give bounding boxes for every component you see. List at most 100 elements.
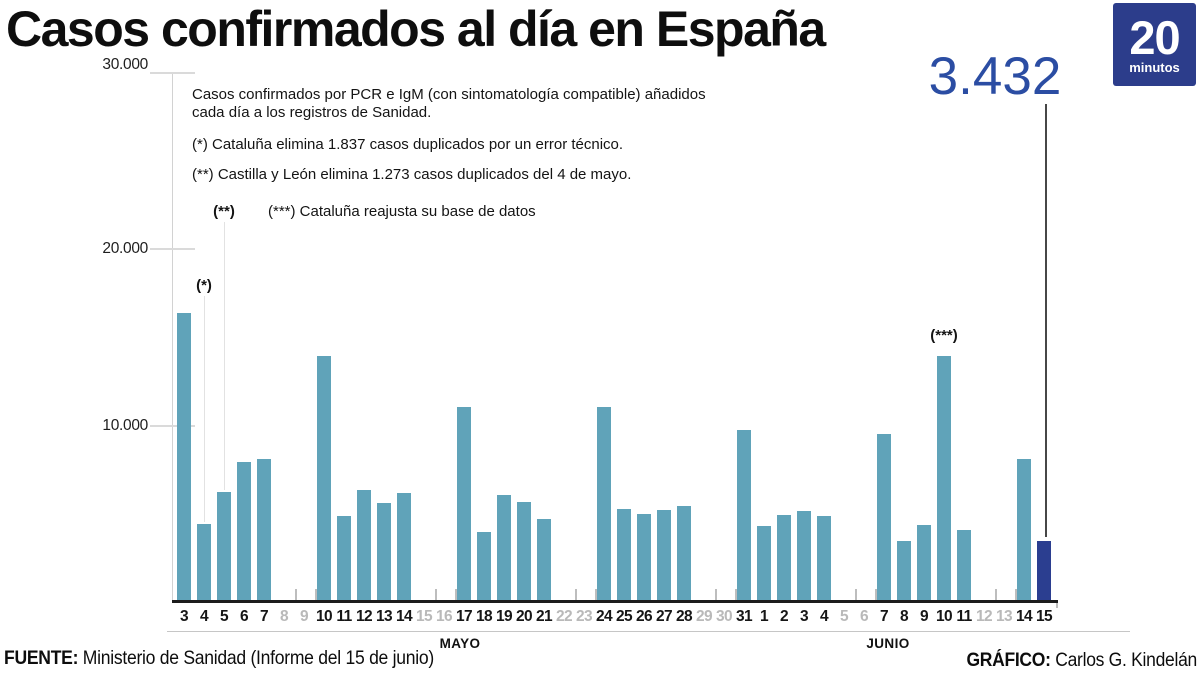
footer-source-text: Ministerio de Sanidad (Informe del 15 de… xyxy=(78,647,434,669)
x-label-mayo-6: 6 xyxy=(239,608,249,625)
bar-mayo-18 xyxy=(477,532,491,602)
axis-day-tick xyxy=(595,589,597,601)
bar-mayo-3 xyxy=(177,313,191,602)
footer-credit-label: GRÁFICO: xyxy=(966,650,1051,671)
x-label-mayo-8: 8 xyxy=(279,608,289,625)
x-label-mayo-12: 12 xyxy=(355,608,373,625)
x-label-mayo-13: 13 xyxy=(375,608,393,625)
bar-junio-1 xyxy=(757,526,771,602)
x-label-mayo-28: 28 xyxy=(675,608,693,625)
x-label-junio-9: 9 xyxy=(919,608,929,625)
axis-day-tick xyxy=(295,589,297,601)
x-label-junio-13: 13 xyxy=(995,608,1013,625)
y-tick-10000 xyxy=(150,425,195,427)
axis-day-tick xyxy=(455,589,457,601)
footnote-3: (***) Cataluña reajusta su base de datos xyxy=(268,203,536,220)
footnote-1: (*) Cataluña elimina 1.837 casos duplica… xyxy=(192,136,624,153)
bar-mayo-28 xyxy=(677,506,691,602)
bar-mayo-12 xyxy=(357,490,371,602)
bar-mayo-17 xyxy=(457,407,471,602)
brand-logo-20minutos: 20 minutos xyxy=(1113,3,1196,86)
x-label-mayo-20: 20 xyxy=(515,608,533,625)
x-label-mayo-4: 4 xyxy=(199,608,209,625)
axis-day-tick xyxy=(995,589,997,601)
footer-credit: GRÁFICO: Carlos G. Kindelán xyxy=(924,650,1197,672)
bar-mayo-27 xyxy=(657,510,671,602)
x-label-mayo-11: 11 xyxy=(336,608,352,625)
latest-value-callout: 3.432 xyxy=(928,47,1062,106)
axis-day-tick xyxy=(715,589,717,601)
footer-source-label: FUENTE: xyxy=(4,647,79,669)
bar-junio-9 xyxy=(917,525,931,602)
bar-mayo-5 xyxy=(217,492,231,602)
x-label-mayo-26: 26 xyxy=(635,608,653,625)
bar-junio-14 xyxy=(1017,459,1031,602)
month-label-mayo: MAYO xyxy=(439,636,481,651)
axis-day-tick xyxy=(435,589,437,601)
axis-day-tick xyxy=(735,589,737,601)
x-label-mayo-23: 23 xyxy=(575,608,593,625)
axis-day-tick xyxy=(315,589,317,601)
bar-mayo-26 xyxy=(637,514,651,602)
x-label-mayo-29: 29 xyxy=(695,608,713,625)
footnote-marker-4: (**) xyxy=(213,203,235,220)
x-axis-separator-line xyxy=(167,631,1130,632)
x-label-mayo-27: 27 xyxy=(655,608,673,625)
x-label-junio-8: 8 xyxy=(899,608,909,625)
chart-description: Casos confirmados por PCR e IgM (con sin… xyxy=(192,86,706,121)
x-label-mayo-31: 31 xyxy=(735,608,753,625)
marker-leader-line xyxy=(203,296,205,522)
x-label-junio-4: 4 xyxy=(819,608,829,625)
bar-junio-7 xyxy=(877,434,891,602)
axis-end-tick xyxy=(1056,602,1058,608)
x-label-mayo-5: 5 xyxy=(219,608,229,625)
bar-mayo-25 xyxy=(617,509,631,602)
bar-junio-8 xyxy=(897,541,911,602)
x-label-junio-1: 1 xyxy=(759,608,769,625)
bar-mayo-11 xyxy=(337,516,351,602)
x-label-mayo-9: 9 xyxy=(299,608,309,625)
x-label-mayo-10: 10 xyxy=(315,608,333,625)
x-label-junio-10: 10 xyxy=(935,608,953,625)
x-label-junio-5: 5 xyxy=(839,608,849,625)
x-label-mayo-24: 24 xyxy=(595,608,613,625)
x-label-mayo-15: 15 xyxy=(415,608,433,625)
x-label-junio-11: 11 xyxy=(956,608,972,625)
y-axis-line xyxy=(172,73,173,602)
bar-mayo-21 xyxy=(537,519,551,602)
bar-junio-3 xyxy=(797,511,811,602)
x-label-mayo-18: 18 xyxy=(475,608,493,625)
axis-day-tick xyxy=(575,589,577,601)
bar-mayo-10 xyxy=(317,356,331,602)
latest-value-leader-line xyxy=(1045,104,1047,537)
axis-day-tick xyxy=(875,589,877,601)
bar-junio-11 xyxy=(957,530,971,602)
bar-mayo-19 xyxy=(497,495,511,602)
page-title: Casos confirmados al día en España xyxy=(6,1,826,57)
bar-mayo-20 xyxy=(517,502,531,602)
x-label-mayo-16: 16 xyxy=(435,608,453,625)
y-axis-label-20000: 20.000 xyxy=(102,240,148,257)
x-label-mayo-22: 22 xyxy=(555,608,573,625)
x-label-mayo-14: 14 xyxy=(395,608,413,625)
x-label-mayo-3: 3 xyxy=(179,608,189,625)
x-label-junio-12: 12 xyxy=(975,608,993,625)
y-axis-label-10000: 10.000 xyxy=(102,417,148,434)
bar-junio-10 xyxy=(937,356,951,602)
chart-description-line1: Casos confirmados por PCR e IgM (con sin… xyxy=(192,86,706,103)
x-label-mayo-25: 25 xyxy=(615,608,633,625)
x-label-junio-6: 6 xyxy=(859,608,869,625)
x-label-junio-15: 15 xyxy=(1035,608,1053,625)
footnote-marker-3: (*) xyxy=(196,277,212,294)
footnote-2: (**) Castilla y León elimina 1.273 casos… xyxy=(192,166,632,183)
x-label-mayo-21: 21 xyxy=(535,608,553,625)
bar-mayo-7 xyxy=(257,459,271,602)
bar-mayo-4 xyxy=(197,524,211,602)
footnote-marker-5: (***) xyxy=(930,327,958,344)
axis-day-tick xyxy=(855,589,857,601)
bar-mayo-24 xyxy=(597,407,611,602)
bar-mayo-14 xyxy=(397,493,411,602)
footer-credit-text: Carlos G. Kindelán xyxy=(1050,650,1197,671)
y-tick-30000 xyxy=(150,72,195,74)
